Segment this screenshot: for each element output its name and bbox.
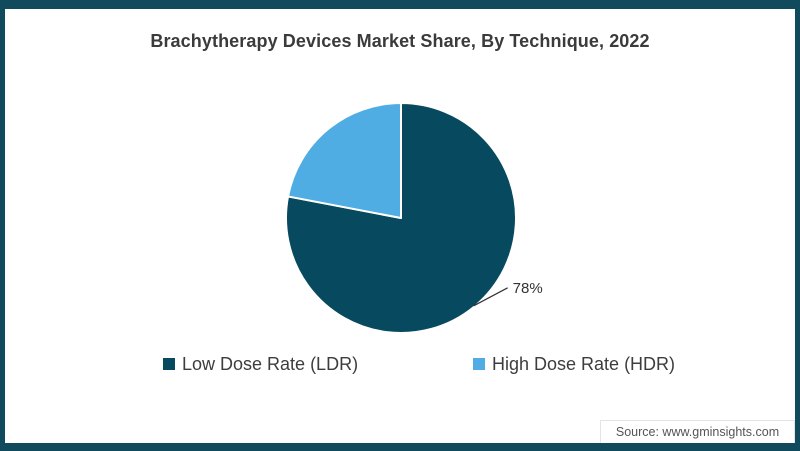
source-box: Source: www.gminsights.com — [600, 420, 795, 443]
frame-right-border — [795, 0, 800, 451]
pie-slices-group — [285, 102, 517, 334]
legend-item-hdr: High Dose Rate (HDR) — [473, 352, 675, 376]
legend-item-ldr: Low Dose Rate (LDR) — [163, 352, 358, 376]
frame-top-border — [0, 0, 800, 9]
pie-label-leader-line — [473, 287, 508, 307]
frame-bottom-border — [0, 443, 800, 451]
legend-swatch-hdr-icon — [473, 358, 485, 370]
legend-label-hdr: High Dose Rate (HDR) — [492, 353, 676, 374]
pie-data-label: 78% — [513, 280, 543, 297]
pie-chart-svg: 78% — [285, 102, 543, 334]
pie-slice-1 — [287, 102, 402, 219]
legend-label-ldr: Low Dose Rate (LDR) — [182, 353, 359, 374]
chart-title: Brachytherapy Devices Market Share, By T… — [150, 31, 650, 51]
source-attribution: Source: www.gminsights.com — [615, 425, 780, 439]
legend-swatch-ldr-icon — [163, 358, 175, 370]
frame-left-border — [0, 0, 5, 451]
